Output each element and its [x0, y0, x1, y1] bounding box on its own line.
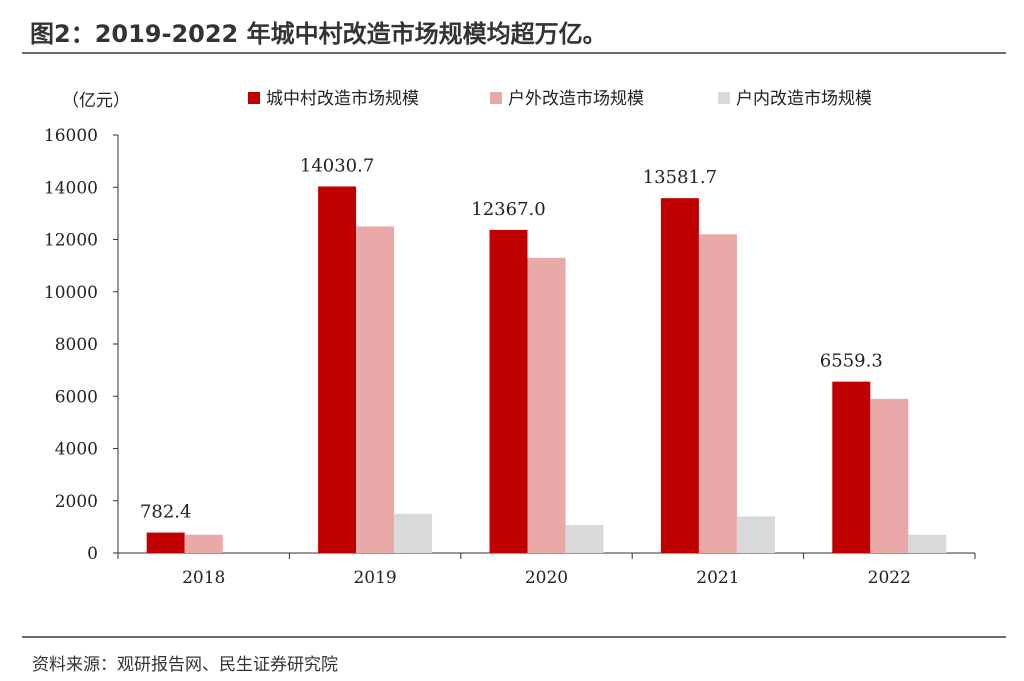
bar	[660, 198, 699, 553]
legend-label: 户外改造市场规模	[508, 89, 644, 109]
legend-swatch	[718, 92, 730, 104]
bar	[908, 534, 947, 553]
data-label: 6559.3	[820, 351, 883, 372]
legend-swatch	[248, 92, 260, 104]
data-label: 14030.7	[300, 155, 374, 176]
legend-swatch	[490, 92, 502, 104]
legend-label: 城中村改造市场规模	[266, 89, 419, 109]
axes: 0 2000 4000 6000 8000 10000 12000 14000 16000 201…	[44, 126, 976, 588]
bar	[489, 229, 528, 554]
data-label: 782.4	[140, 502, 192, 523]
bar	[394, 513, 433, 553]
x-tick-label: 2019	[353, 568, 396, 588]
bar	[146, 532, 185, 553]
legend: 城中村改造市场规模 户外改造市场规模 户内改造市场规模	[248, 89, 872, 109]
footer-divider	[22, 636, 1006, 638]
y-tick-label: 10000	[44, 283, 98, 303]
y-tick-label: 14000	[44, 178, 98, 198]
bar	[565, 525, 604, 553]
x-tick-label: 2020	[525, 568, 568, 588]
title-divider	[22, 52, 1006, 54]
y-tick-label: 2000	[55, 492, 98, 512]
y-tick-label: 6000	[55, 387, 98, 407]
y-tick-label: 0	[87, 544, 98, 564]
bar	[832, 381, 871, 553]
legend-label: 户内改造市场规模	[736, 89, 872, 109]
x-tick-label: 2018	[182, 568, 225, 588]
data-label: 13581.7	[643, 167, 717, 188]
figure-title: 图2：2019-2022 年城中村改造市场规模均超万亿。	[30, 20, 607, 48]
bar	[356, 226, 395, 553]
bars	[146, 186, 947, 554]
bar	[736, 516, 775, 553]
y-tick-label: 12000	[44, 231, 98, 251]
bar	[870, 398, 909, 553]
bar	[184, 534, 223, 553]
bar	[318, 186, 357, 553]
bar	[527, 257, 566, 553]
source-note: 资料来源：观研报告网、民生证券研究院	[32, 655, 338, 675]
y-unit-label: （亿元）	[62, 91, 130, 111]
data-label: 12367.0	[471, 199, 545, 220]
x-tick-label: 2022	[868, 568, 911, 588]
bar	[698, 234, 737, 553]
y-tick-label: 16000	[44, 126, 98, 146]
y-tick-label: 4000	[55, 440, 98, 460]
data-labels: 782.4 14030.7 12367.0 13581.7 6559.3	[140, 155, 883, 522]
y-tick-label: 8000	[55, 335, 98, 355]
x-tick-label: 2021	[696, 568, 739, 588]
